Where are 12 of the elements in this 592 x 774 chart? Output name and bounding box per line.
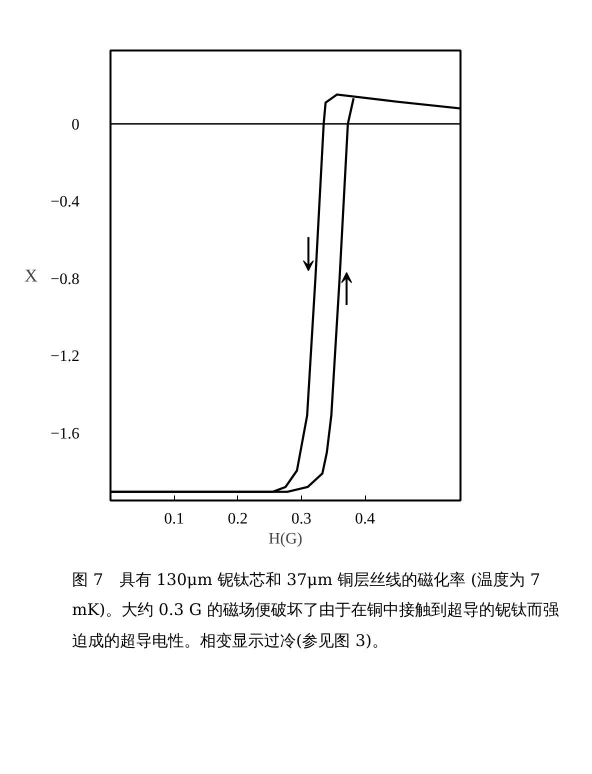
x-tick-label: 0.1 bbox=[164, 510, 184, 528]
y-tick-label: −0.4 bbox=[50, 194, 80, 211]
caption: 图 7 具有 130μm 铌钛芯和 37μm 铜层丝线的磁化率 (温度为 7 mK)。大约 0.3 G 的磁场便破坏了由于在铜中接触到超导的铌钛而强迫成的超导电性。相变显示过冷(参见图 3)。 bbox=[72, 569, 560, 652]
y-tick-label: −1.2 bbox=[50, 348, 80, 366]
x-tick-label: 0.4 bbox=[355, 510, 376, 528]
y-axis-title: X bbox=[24, 266, 38, 286]
x-tick-label: 0.2 bbox=[228, 510, 248, 528]
x-tick-label: 0.3 bbox=[291, 510, 312, 528]
y-tick-label: 0 bbox=[72, 116, 80, 134]
x-axis-title: H(G) bbox=[268, 530, 302, 548]
y-tick-label: −0.8 bbox=[50, 270, 80, 288]
y-tick-label: −1.6 bbox=[50, 425, 80, 442]
